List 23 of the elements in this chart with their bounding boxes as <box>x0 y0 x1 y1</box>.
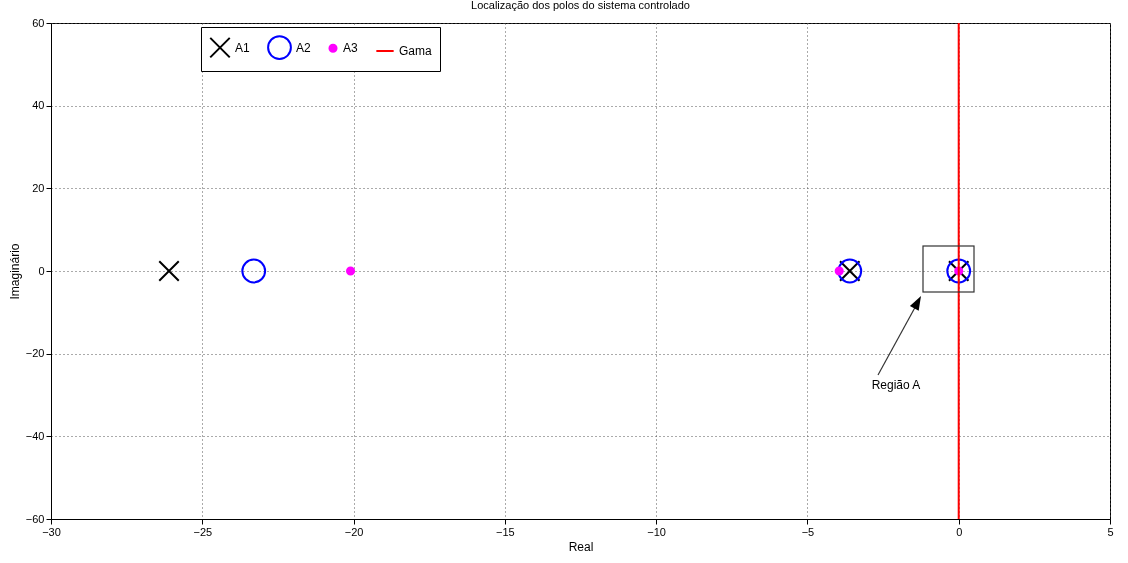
legend-label: A3 <box>343 41 358 56</box>
x-tick-label: −10 <box>647 525 666 538</box>
x-tick-label: −30 <box>42 525 61 538</box>
y-axis-title: Imaginário <box>7 243 22 300</box>
x-tick-label: −15 <box>496 525 515 538</box>
chart-title: Localização dos polos do sistema controlado <box>471 0 690 11</box>
x-tick-label: 5 <box>1107 525 1114 538</box>
y-tick-label: 0 <box>38 264 45 277</box>
legend-label: A1 <box>235 40 250 55</box>
y-tick-label: −20 <box>25 347 45 360</box>
y-tick-label: 20 <box>32 181 45 194</box>
y-tick-label: −40 <box>25 429 45 442</box>
x-tick-label: −20 <box>344 525 364 538</box>
x-tick-label: −5 <box>801 525 815 538</box>
legend-label: Gama <box>399 44 432 58</box>
legend-label: A2 <box>296 40 311 55</box>
x-axis-title: Real <box>568 539 594 554</box>
y-tick-label: 60 <box>32 16 45 29</box>
annotation: Região A <box>871 378 921 392</box>
y-tick-label: −60 <box>25 512 45 525</box>
y-tick-label: 40 <box>32 99 45 112</box>
x-tick-label: −25 <box>193 525 213 538</box>
x-tick-label: 0 <box>956 525 963 538</box>
